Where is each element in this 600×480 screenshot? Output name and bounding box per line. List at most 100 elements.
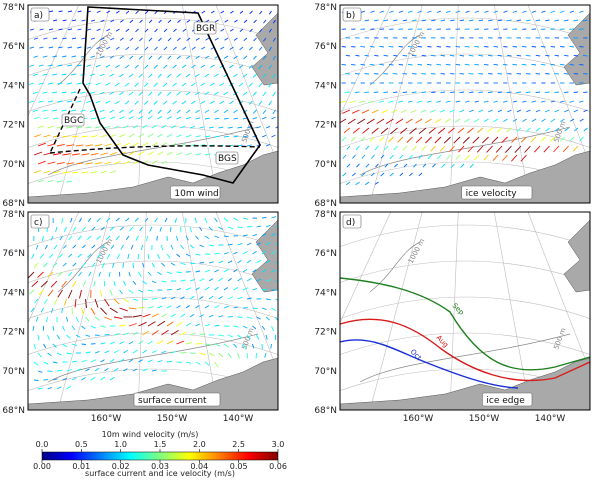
- vector-arrow: [38, 82, 44, 85]
- lon-gridline: [181, 5, 219, 203]
- vector-arrow: [223, 268, 229, 273]
- vector-arrow: [104, 368, 109, 372]
- vector-arrow: [421, 91, 427, 94]
- vector-arrow: [129, 226, 134, 232]
- vector-arrow: [88, 271, 92, 277]
- isobath-500: [359, 333, 571, 383]
- vector-arrow: [115, 82, 120, 87]
- vector-arrow: [115, 46, 120, 50]
- vector-arrow: [144, 28, 149, 33]
- vector-arrow: [157, 116, 163, 120]
- vector-arrow: [71, 55, 77, 58]
- vector-arrow: [502, 154, 508, 162]
- vector-arrow: [505, 145, 512, 153]
- vector-arrow: [223, 135, 229, 138]
- vector-arrow: [38, 289, 44, 296]
- vector-arrow: [445, 63, 451, 66]
- vector-arrow: [195, 153, 202, 156]
- vector-arrow: [38, 64, 44, 67]
- vector-arrow: [459, 91, 465, 94]
- vector-arrow: [119, 37, 124, 41]
- vector-arrow: [161, 160, 167, 165]
- vector-arrow: [90, 109, 96, 113]
- vector-arrow: [564, 127, 569, 132]
- lon-gridline: [369, 212, 423, 410]
- vector-arrow: [195, 37, 200, 41]
- vector-arrow: [242, 135, 248, 138]
- vector-arrow: [134, 100, 139, 105]
- vector-arrow: [379, 63, 385, 66]
- vector-arrow: [163, 28, 168, 33]
- vector-arrow: [374, 54, 379, 57]
- vector-arrow: [545, 54, 550, 57]
- vector-arrow: [52, 19, 58, 22]
- vector-arrow: [455, 154, 461, 160]
- vector-arrow: [90, 73, 96, 77]
- vector-arrow: [63, 298, 67, 306]
- vector-arrow: [52, 152, 62, 156]
- vector-arrow: [478, 109, 484, 113]
- region-label-box: [193, 21, 217, 35]
- vector-arrow: [256, 316, 261, 320]
- vector-arrow: [77, 28, 82, 31]
- vector-arrow: [369, 136, 375, 142]
- vector-arrow: [100, 342, 106, 345]
- vector-arrow: [223, 343, 229, 348]
- vector-arrow: [208, 278, 214, 282]
- vector-arrow: [115, 235, 120, 241]
- vector-arrow: [148, 91, 153, 96]
- vector-arrow: [119, 19, 124, 23]
- vector-arrow: [49, 253, 54, 259]
- vector-arrow: [361, 109, 370, 114]
- vector-arrow: [52, 37, 58, 40]
- vector-arrow: [252, 109, 257, 114]
- vector-arrow: [157, 360, 163, 363]
- vector-arrow: [94, 298, 99, 308]
- vector-arrow: [233, 306, 239, 309]
- vector-arrow: [237, 296, 243, 300]
- vector-arrow: [406, 136, 413, 143]
- vector-arrow: [554, 91, 560, 94]
- vector-arrow: [398, 10, 404, 13]
- vector-arrow: [227, 126, 233, 129]
- vector-arrow: [90, 55, 96, 58]
- vector-arrow: [71, 135, 79, 138]
- vector-arrow: [167, 55, 172, 60]
- vector-arrow: [43, 117, 49, 120]
- vector-arrow: [151, 298, 158, 300]
- vector-arrow: [549, 136, 556, 142]
- vector-arrow: [148, 19, 153, 24]
- vector-arrow: [271, 116, 276, 120]
- vector-arrow: [398, 46, 404, 48]
- vector-arrow: [62, 37, 67, 40]
- vector-arrow: [427, 46, 432, 48]
- vector-arrow: [52, 117, 59, 120]
- vector-arrow: [33, 134, 42, 138]
- vector-arrow: [100, 244, 105, 249]
- vector-arrow: [540, 63, 546, 66]
- vector-arrow: [144, 46, 149, 51]
- vector-arrow: [80, 109, 86, 112]
- vector-arrow: [42, 91, 48, 94]
- vector-arrow: [147, 115, 153, 120]
- vector-arrow: [409, 127, 417, 134]
- vector-arrow: [81, 343, 87, 345]
- vector-arrow: [214, 286, 219, 291]
- vector-arrow: [360, 10, 366, 13]
- vector-arrow: [246, 259, 252, 264]
- vector-arrow: [349, 100, 356, 104]
- lat-gridline: [28, 332, 278, 355]
- vector-arrow: [436, 63, 442, 66]
- vector-arrow: [218, 260, 224, 264]
- vector-arrow: [355, 54, 360, 57]
- vector-arrow: [151, 262, 156, 268]
- vector-arrow: [421, 145, 427, 152]
- vector-arrow: [138, 133, 144, 138]
- vector-arrow: [237, 226, 243, 229]
- vector-arrow: [174, 217, 177, 223]
- vector-arrow: [195, 109, 200, 114]
- panel-tag-box: [30, 7, 50, 22]
- vector-arrow: [176, 152, 183, 156]
- vector-arrow: [379, 10, 385, 13]
- vector-arrow: [210, 64, 215, 68]
